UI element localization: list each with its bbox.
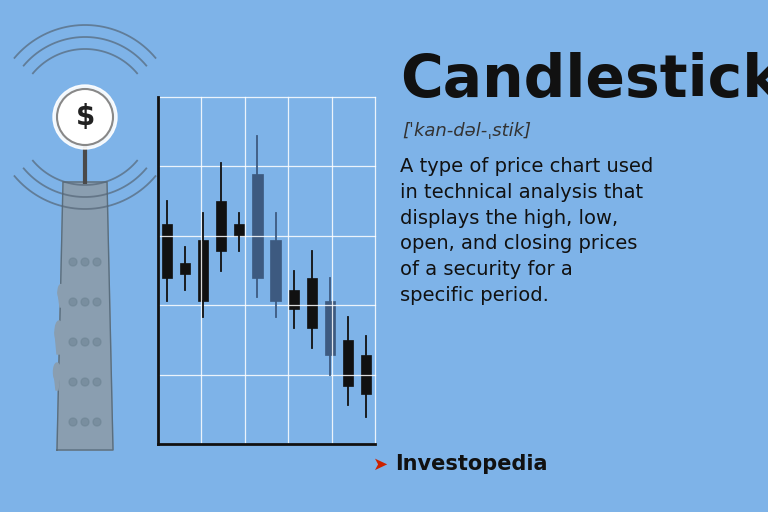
Circle shape <box>93 298 101 306</box>
Circle shape <box>69 298 77 306</box>
Circle shape <box>53 85 117 149</box>
Bar <box>180 263 190 274</box>
Circle shape <box>69 258 77 266</box>
Circle shape <box>81 338 89 346</box>
Bar <box>253 174 263 278</box>
Bar <box>306 278 316 328</box>
Circle shape <box>93 258 101 266</box>
Text: $: $ <box>75 103 94 131</box>
Circle shape <box>81 258 89 266</box>
Ellipse shape <box>58 285 64 300</box>
Text: A type of price chart used
in technical analysis that
displays the high, low,
op: A type of price chart used in technical … <box>400 157 654 305</box>
Bar <box>325 302 335 355</box>
Circle shape <box>93 418 101 426</box>
Text: Candlestick: Candlestick <box>400 52 768 109</box>
Circle shape <box>81 378 89 386</box>
Circle shape <box>81 298 89 306</box>
Circle shape <box>69 378 77 386</box>
Text: [ˈkan-dəl-ˌstik]: [ˈkan-dəl-ˌstik] <box>402 122 531 140</box>
Circle shape <box>81 418 89 426</box>
Ellipse shape <box>55 321 63 343</box>
Bar <box>234 224 244 236</box>
Text: Investopedia: Investopedia <box>395 454 548 474</box>
Circle shape <box>93 338 101 346</box>
Bar <box>162 224 172 278</box>
Text: ➤: ➤ <box>373 456 388 474</box>
Circle shape <box>57 89 113 145</box>
Polygon shape <box>58 292 64 307</box>
Circle shape <box>93 378 101 386</box>
Bar <box>217 201 227 251</box>
Polygon shape <box>54 372 60 390</box>
Ellipse shape <box>54 363 61 381</box>
Polygon shape <box>57 182 113 450</box>
Bar <box>343 340 353 386</box>
Bar <box>270 240 280 302</box>
Bar <box>289 290 299 309</box>
Bar <box>361 355 371 394</box>
Circle shape <box>69 338 77 346</box>
Polygon shape <box>55 332 63 354</box>
Bar <box>198 240 208 302</box>
Circle shape <box>69 418 77 426</box>
